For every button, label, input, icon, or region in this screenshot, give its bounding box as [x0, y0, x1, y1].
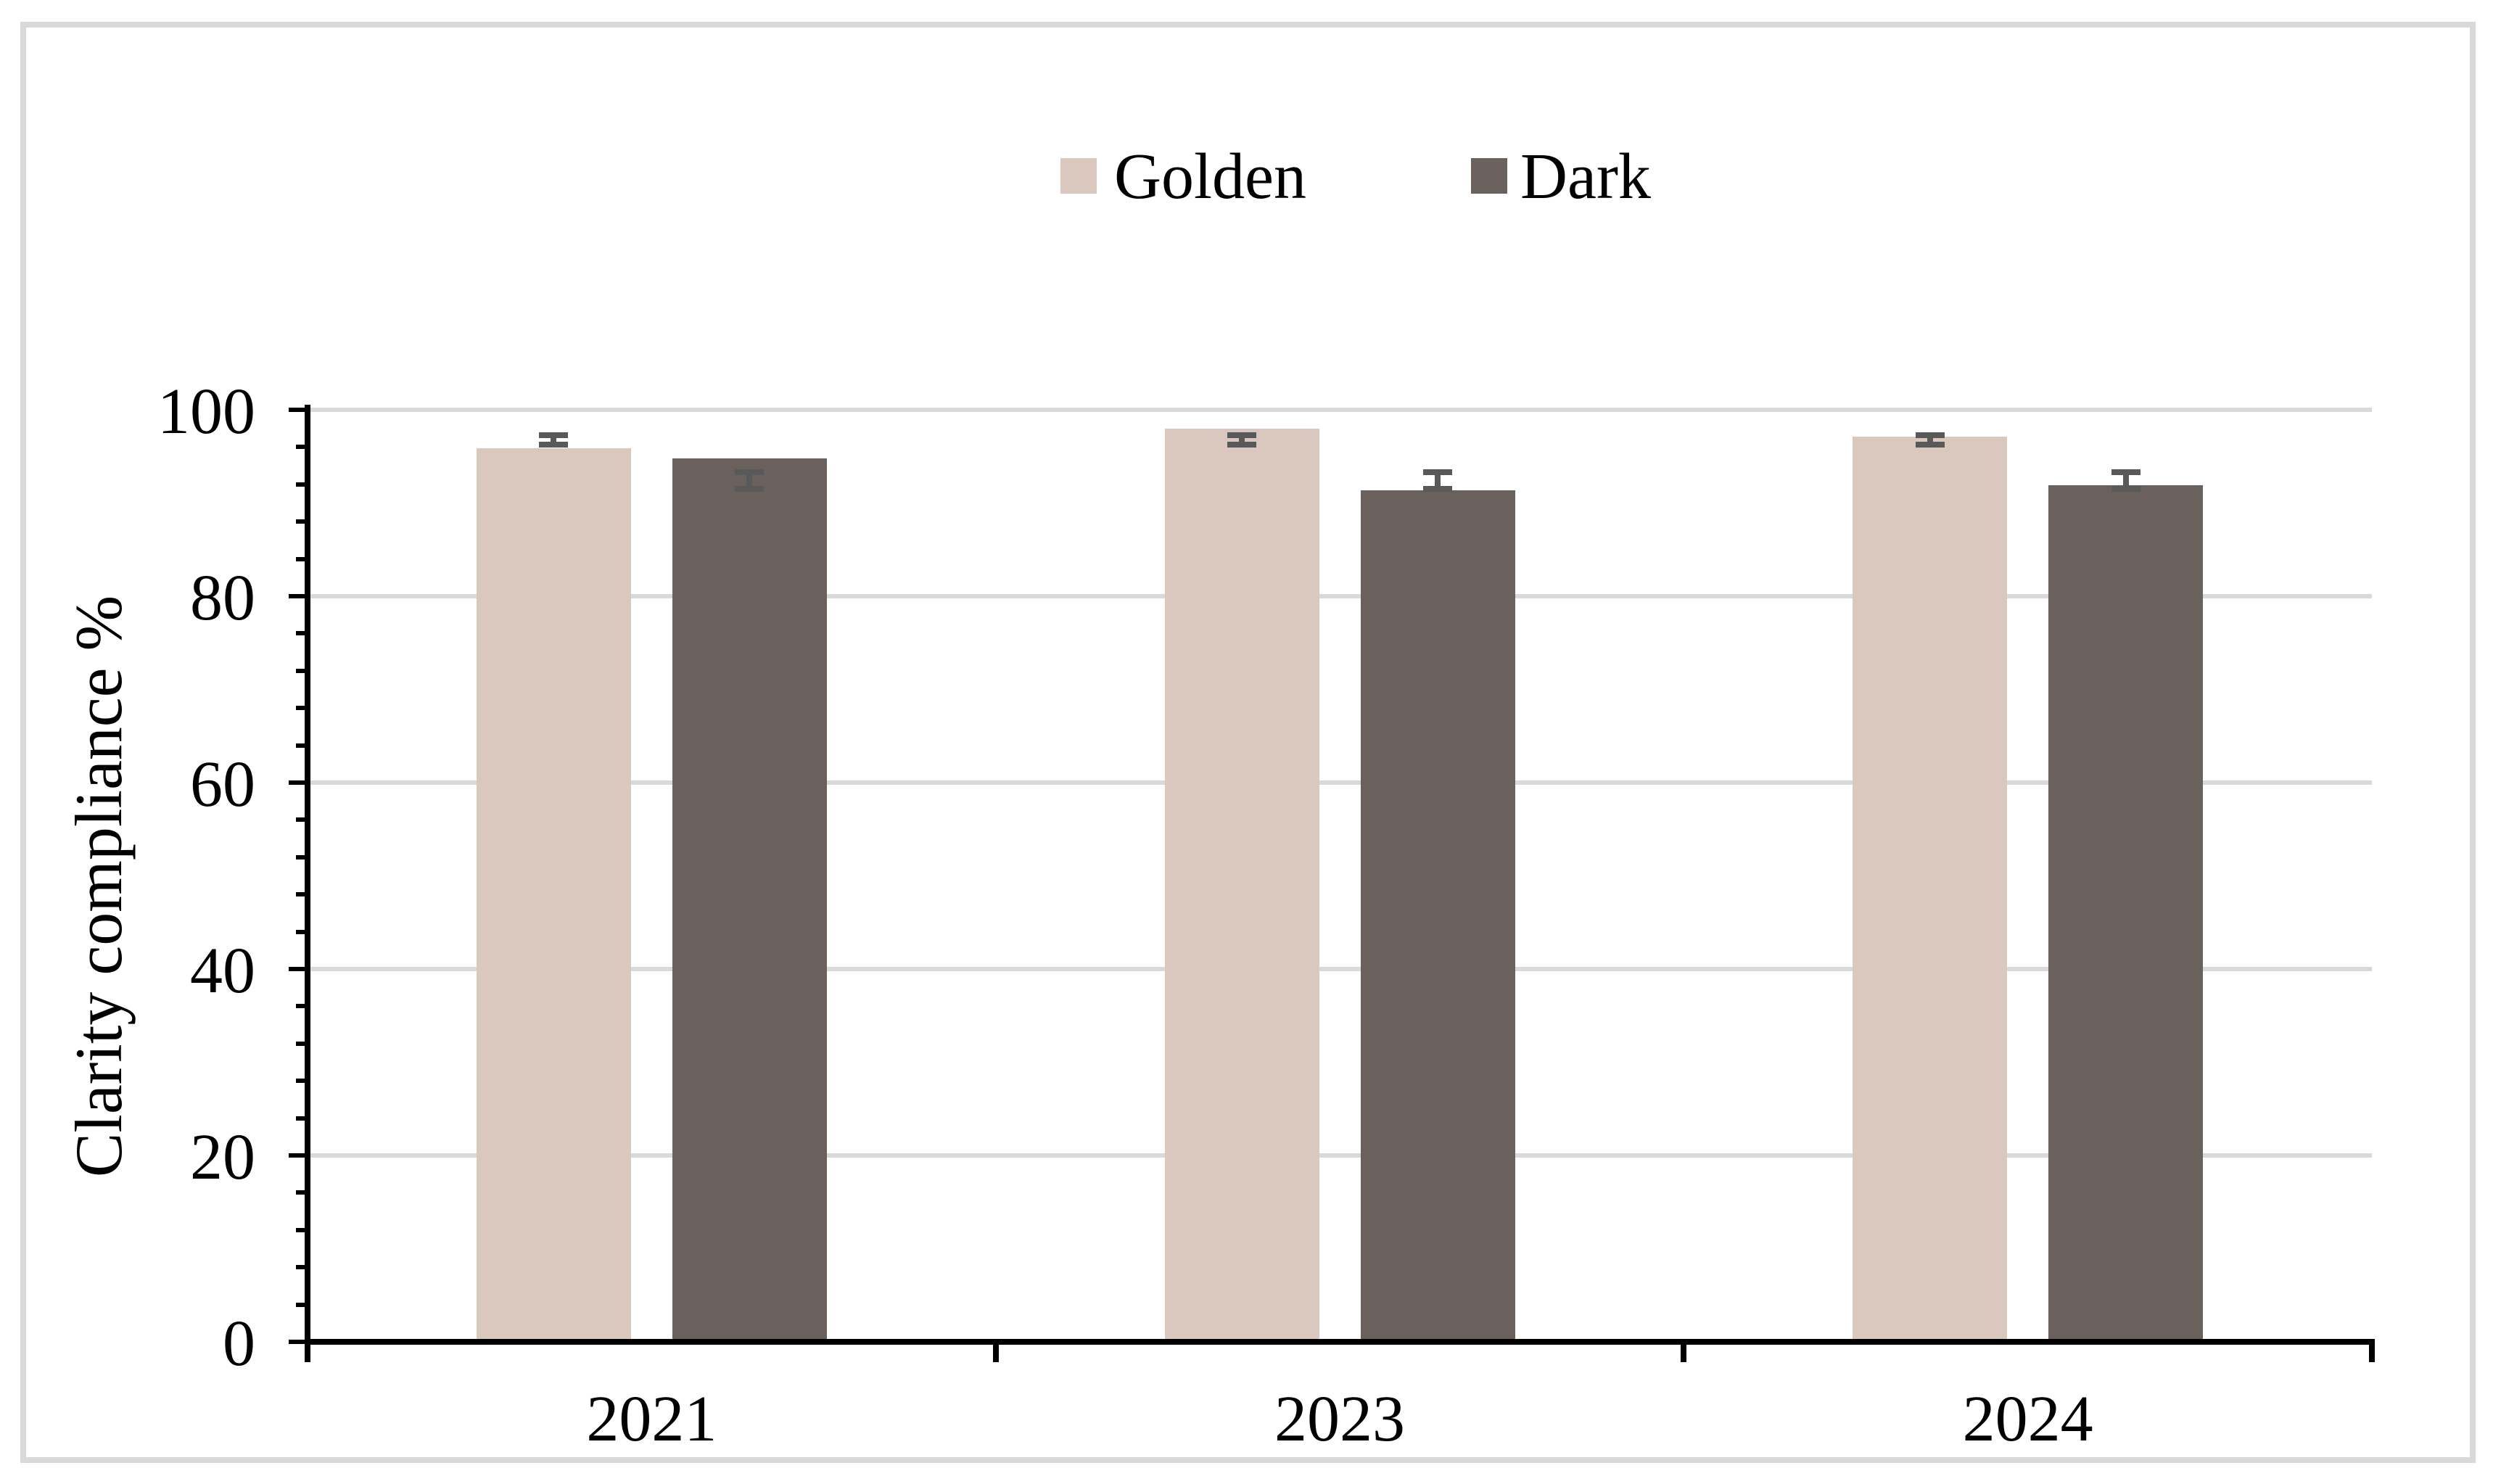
- y-minor-tick: [296, 668, 308, 673]
- bar-golden-2023: [1164, 428, 1319, 1340]
- x-axis-line: [305, 1339, 2375, 1345]
- x-boundary-tick: [305, 1339, 310, 1362]
- error-bar-line: [1435, 472, 1441, 490]
- y-major-tick: [289, 780, 308, 785]
- error-bar-cap-bottom: [539, 441, 569, 448]
- y-minor-tick: [296, 892, 308, 897]
- y-major-tick: [289, 1153, 308, 1158]
- y-minor-tick: [296, 1265, 308, 1270]
- y-tick-label: 60: [190, 749, 255, 820]
- x-boundary-tick: [992, 1339, 999, 1362]
- legend-swatch-dark: [1471, 158, 1507, 194]
- gridline: [308, 1153, 2372, 1158]
- y-minor-tick: [296, 854, 308, 860]
- error-bar-cap-top: [2111, 469, 2141, 476]
- error-bar-line: [1927, 434, 1933, 445]
- y-minor-tick: [296, 631, 308, 636]
- x-category-label: 2024: [1962, 1383, 2093, 1455]
- y-minor-tick: [296, 482, 308, 487]
- y-axis-title: Clarity compliance %: [62, 595, 136, 1178]
- error-bar-line: [551, 434, 557, 445]
- legend-label-dark: Dark: [1520, 141, 1651, 213]
- chart-frame: [20, 22, 2476, 1463]
- error-bar-cap-bottom: [2111, 486, 2141, 492]
- y-minor-tick: [296, 445, 308, 450]
- y-minor-tick: [296, 1227, 308, 1232]
- y-minor-tick: [296, 1004, 308, 1009]
- y-tick-label: 0: [223, 1308, 255, 1380]
- error-bar-cap-top: [1423, 469, 1452, 476]
- bar-dark-2023: [1360, 490, 1515, 1340]
- y-major-tick: [289, 1340, 308, 1344]
- y-minor-tick: [296, 1041, 308, 1046]
- error-bar-cap-bottom: [1227, 441, 1256, 448]
- gridline: [308, 780, 2372, 785]
- bar-golden-2024: [1853, 437, 2008, 1340]
- y-minor-tick: [296, 1116, 308, 1121]
- gridline: [308, 967, 2372, 971]
- error-bar-cap-bottom: [1423, 486, 1452, 492]
- y-minor-tick: [296, 743, 308, 748]
- bar-dark-2024: [2048, 485, 2204, 1340]
- error-bar-cap-bottom: [735, 486, 765, 492]
- y-minor-tick: [296, 1079, 308, 1084]
- legend-label-golden: Golden: [1114, 141, 1306, 213]
- y-tick-label: 40: [190, 935, 255, 1007]
- error-bar-cap-top: [539, 432, 569, 438]
- y-major-tick: [289, 594, 308, 598]
- y-major-tick: [289, 967, 308, 971]
- y-tick-label: 100: [157, 376, 255, 448]
- bar-golden-2021: [476, 448, 631, 1340]
- x-boundary-tick: [2369, 1339, 2375, 1362]
- gridline: [308, 594, 2372, 598]
- y-minor-tick: [296, 519, 308, 524]
- y-minor-tick: [296, 1190, 308, 1195]
- x-category-label: 2023: [1274, 1383, 1405, 1455]
- y-minor-tick: [296, 817, 308, 823]
- bar-dark-2021: [672, 458, 827, 1340]
- x-category-label: 2021: [586, 1383, 717, 1455]
- error-bar-cap-bottom: [1915, 441, 1945, 448]
- error-bar-cap-top: [1227, 432, 1256, 438]
- y-minor-tick: [296, 706, 308, 711]
- y-minor-tick: [296, 556, 308, 561]
- legend-swatch-golden: [1060, 158, 1097, 194]
- y-major-tick: [289, 408, 308, 412]
- x-boundary-tick: [1681, 1339, 1687, 1362]
- y-tick-label: 20: [190, 1121, 255, 1193]
- error-bar-cap-top: [1915, 432, 1945, 438]
- y-minor-tick: [296, 1302, 308, 1307]
- error-bar-line: [746, 472, 753, 490]
- error-bar-line: [1239, 434, 1245, 445]
- y-minor-tick: [296, 929, 308, 934]
- error-bar-cap-top: [735, 469, 765, 476]
- y-tick-label: 80: [190, 562, 255, 634]
- error-bar-line: [2122, 472, 2129, 490]
- gridline: [308, 408, 2372, 412]
- y-axis-line: [305, 405, 310, 1361]
